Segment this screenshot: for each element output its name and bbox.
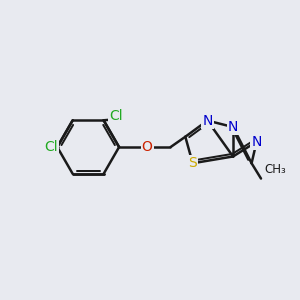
Text: N: N — [228, 120, 238, 134]
Text: S: S — [188, 156, 197, 170]
Text: N: N — [251, 135, 262, 149]
Text: Cl: Cl — [109, 109, 123, 123]
Text: N: N — [202, 114, 213, 128]
Text: Cl: Cl — [44, 140, 58, 154]
Text: CH₃: CH₃ — [265, 164, 286, 176]
Text: O: O — [142, 140, 152, 154]
